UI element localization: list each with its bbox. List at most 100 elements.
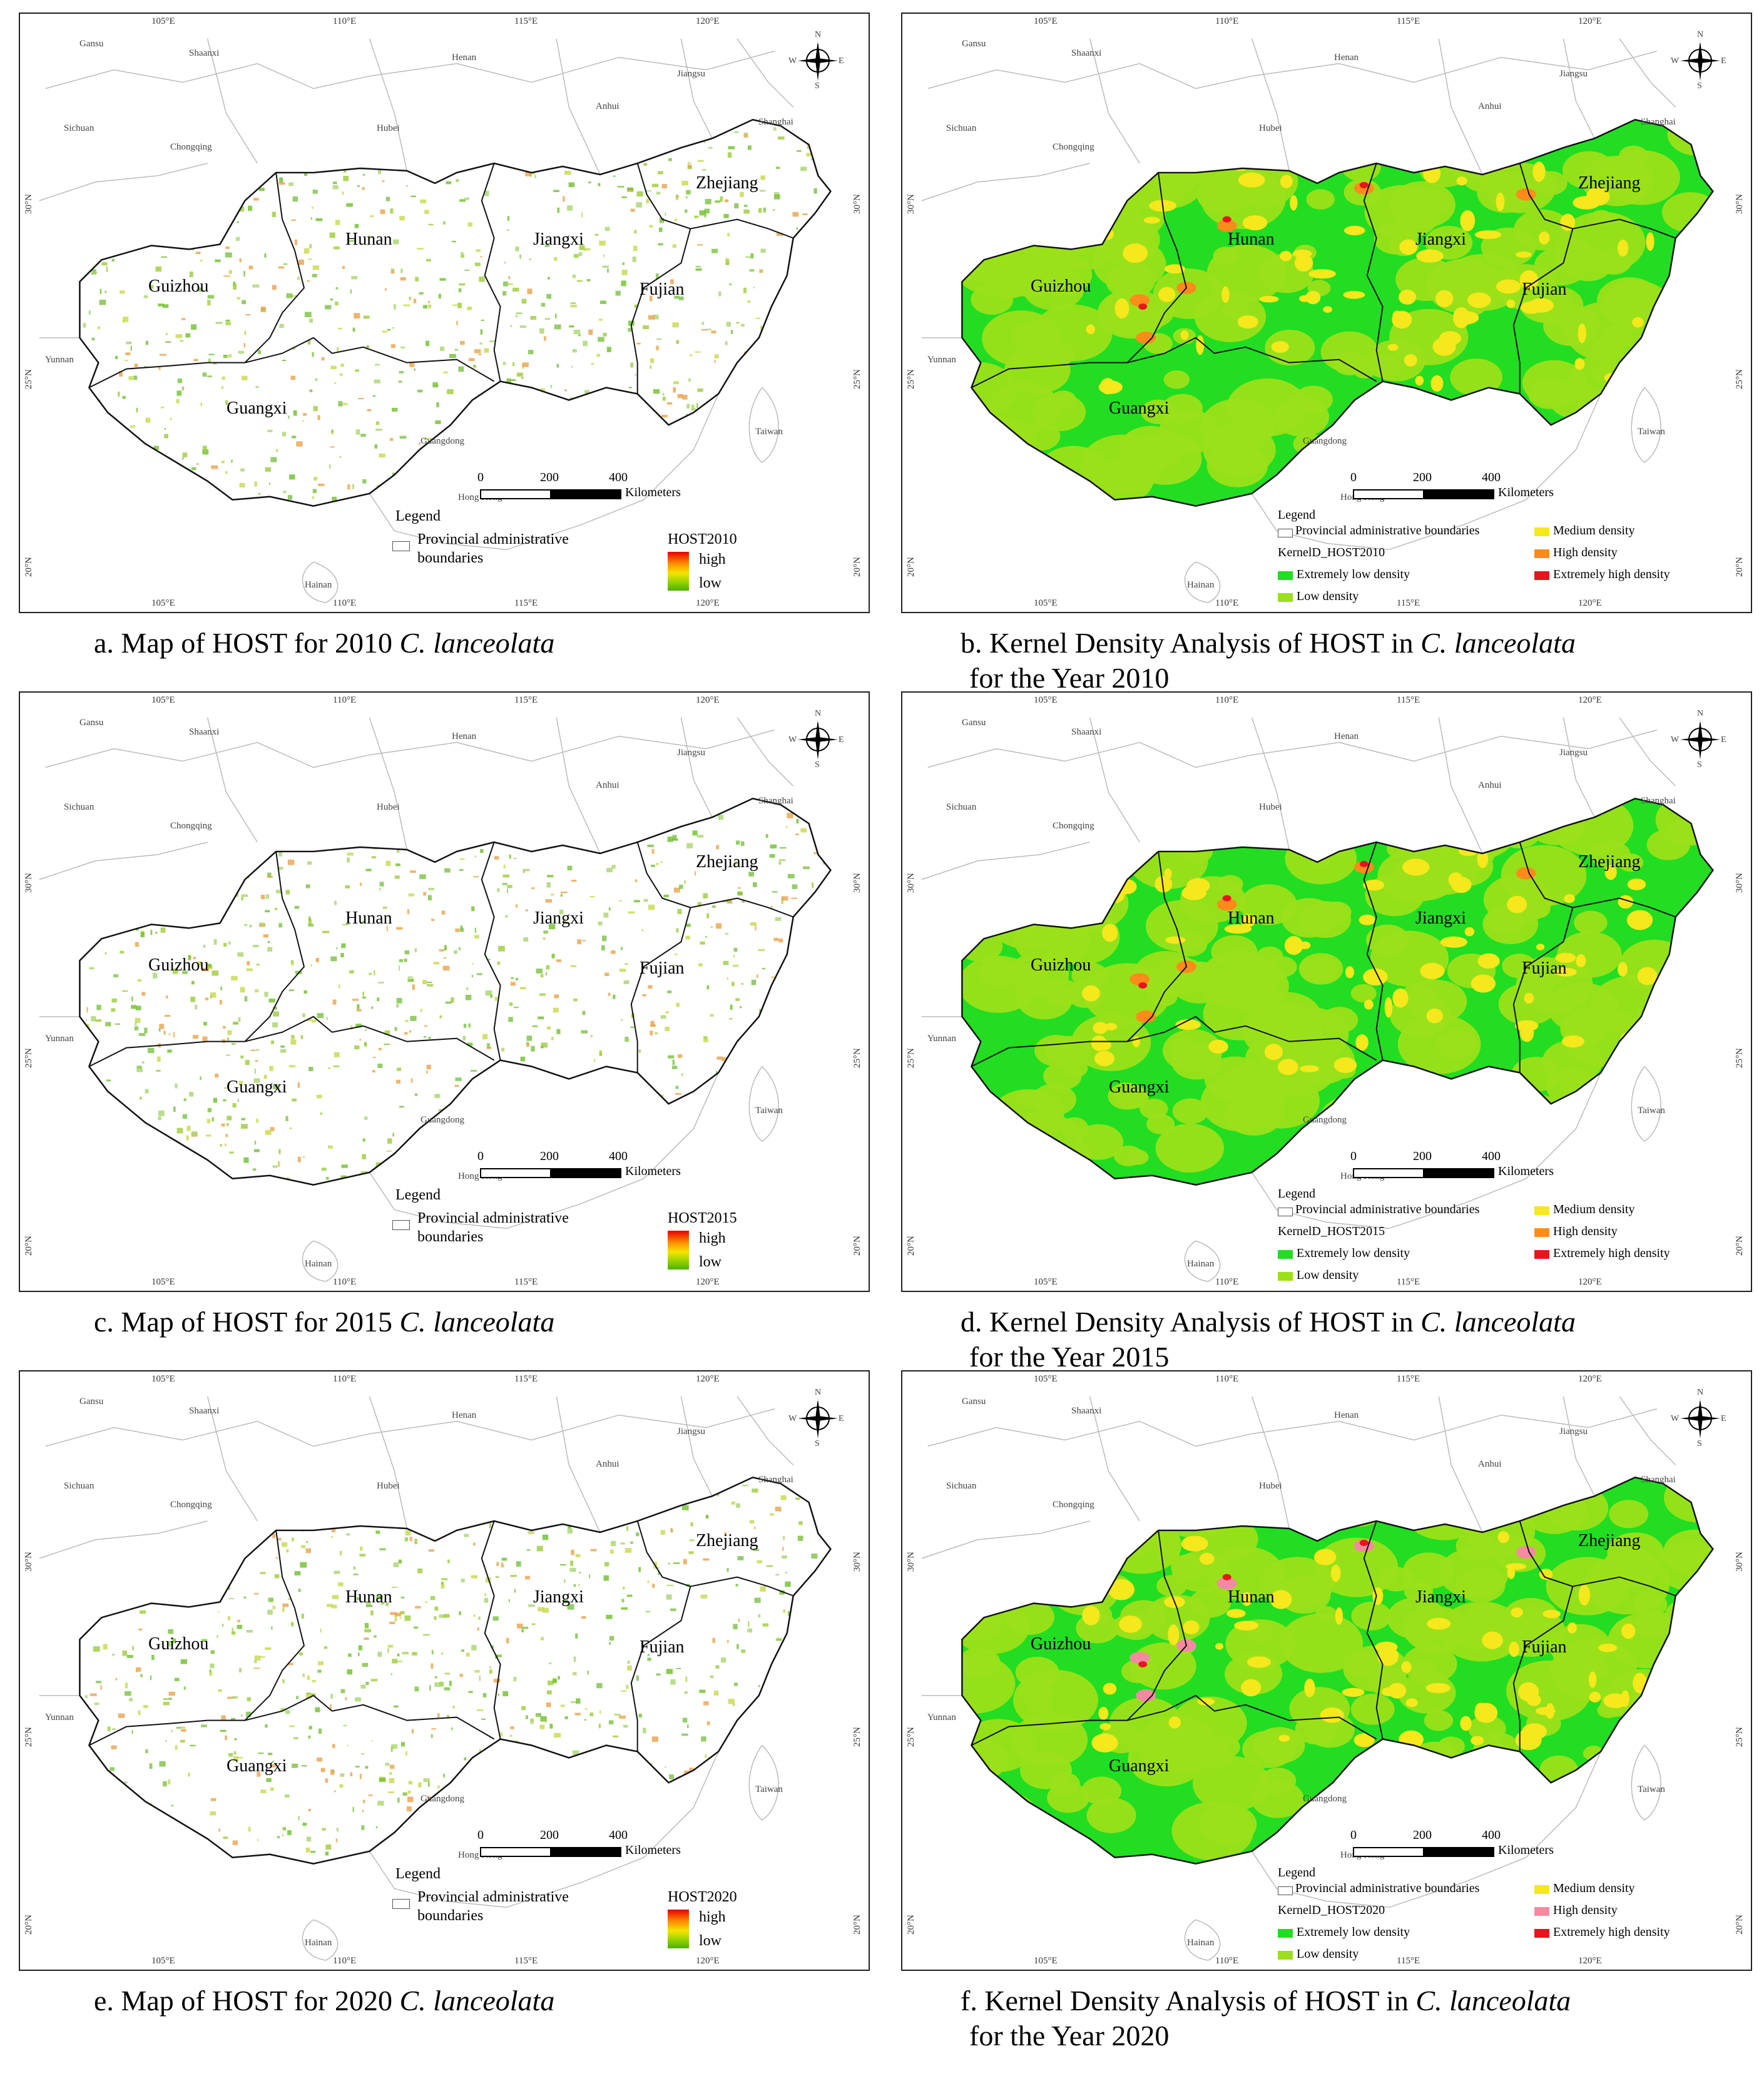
density-patch-medium (1143, 216, 1160, 224)
host-pixel-cluster (462, 158, 466, 162)
host-pixel-cluster (468, 358, 475, 362)
host-pixel-cluster (94, 1552, 97, 1555)
host-pixel-cluster (669, 808, 673, 812)
host-pixel-cluster (434, 1606, 439, 1611)
host-pixel-cluster (409, 870, 416, 873)
density-patch-medium (1399, 1730, 1424, 1749)
host-pixel-cluster (205, 1589, 210, 1594)
caption-species: C. lanceolata (1420, 1306, 1576, 1338)
host-pixel-cluster (400, 1166, 405, 1171)
host-pixel-cluster (333, 1066, 340, 1067)
host-pixel-cluster (347, 484, 350, 490)
host-pixel-cluster (174, 133, 178, 139)
host-pixel-cluster (525, 1715, 528, 1719)
host-pixel-cluster (528, 350, 534, 355)
host-pixel-cluster (359, 1039, 361, 1041)
host-pixel-cluster (802, 429, 808, 433)
host-pixel-cluster (527, 288, 533, 295)
host-pixel-cluster (227, 1030, 232, 1035)
host-pixel-cluster (382, 1504, 385, 1507)
host-pixel-cluster (548, 1681, 554, 1686)
host-pixel-cluster (330, 1704, 332, 1710)
host-pixel-cluster (626, 1594, 633, 1597)
density-patch-medium (1460, 1716, 1472, 1731)
host-pixel-cluster (390, 1168, 392, 1173)
host-pixel-cluster (120, 1829, 125, 1834)
density-patch-low (985, 263, 1034, 298)
host-pixel-cluster (686, 404, 690, 409)
density-patch-low (1350, 1693, 1395, 1725)
host-pixel-cluster (587, 1752, 593, 1755)
host-pixel-cluster (380, 1602, 384, 1605)
lon-tick-label: 115°E (1397, 1277, 1420, 1287)
host-pixel-cluster (434, 1676, 437, 1679)
host-pixel-cluster (489, 1666, 491, 1669)
host-pixel-cluster (633, 245, 638, 252)
host-pixel-cluster (257, 1532, 262, 1536)
host-pixel-cluster (140, 1610, 146, 1614)
host-pixel-cluster (472, 962, 474, 965)
host-pixel-cluster (785, 1138, 792, 1142)
host-pixel-cluster (497, 961, 501, 965)
host-pixel-cluster (405, 1158, 412, 1160)
host-pixel-cluster (480, 849, 484, 853)
host-pixel-cluster (599, 1129, 605, 1131)
host-pixel-cluster (322, 930, 330, 934)
host-pixel-cluster (291, 1034, 295, 1038)
host-pixel-cluster (382, 907, 387, 909)
density-class-swatch (1278, 593, 1293, 602)
host-pixel-cluster (268, 482, 270, 485)
host-pixel-cluster (158, 1029, 161, 1032)
host-pixel-cluster (742, 464, 743, 468)
host-pixel-cluster (134, 1176, 141, 1181)
host-pixel-cluster (603, 1512, 607, 1518)
host-pixel-cluster (600, 1776, 604, 1781)
host-pixel-cluster (531, 887, 535, 890)
host-pixel-cluster (122, 990, 128, 992)
host-pixel-cluster (539, 1137, 546, 1142)
host-pixel-cluster (587, 1671, 589, 1675)
host-pixel-cluster (659, 218, 665, 223)
host-pixel-cluster (531, 156, 536, 160)
host-pixel-cluster (287, 495, 293, 500)
lat-tick-label: 30°N (906, 873, 916, 893)
density-patch-medium (1637, 967, 1658, 985)
host-pixel-cluster (353, 1574, 359, 1575)
host-pixel-cluster (658, 171, 663, 175)
host-pixel-cluster (182, 1485, 186, 1488)
host-pixel-cluster (472, 366, 477, 369)
host-pixel-cluster (307, 280, 310, 282)
density-patch-medium (1617, 240, 1629, 257)
host-pixel-cluster (228, 1753, 233, 1757)
north-arrow-icon: N (1678, 39, 1722, 83)
host-pixel-cluster (407, 163, 410, 170)
host-pixel-cluster (541, 440, 549, 445)
host-pixel-cluster (548, 1662, 552, 1664)
host-pixel-cluster (265, 910, 270, 913)
host-pixel-cluster (757, 1704, 763, 1710)
host-pixel-cluster (646, 198, 650, 204)
host-pixel-cluster (590, 1549, 597, 1552)
host-pixel-cluster (523, 870, 525, 873)
host-pixel-cluster (723, 1848, 727, 1853)
host-pixel-cluster (739, 1749, 746, 1754)
host-pixel-cluster (462, 1772, 467, 1777)
study-area-outline (79, 118, 832, 507)
host-pixel-cluster (456, 179, 459, 182)
host-pixel-cluster (614, 146, 621, 150)
host-pixel-cluster (752, 1549, 759, 1551)
host-pixel-cluster (439, 949, 444, 952)
host-pixel-cluster (271, 1040, 275, 1044)
host-pixel-cluster (583, 340, 588, 347)
host-pixel-cluster (268, 998, 275, 1003)
provincial-boundary (481, 1520, 501, 1739)
host-pixel-cluster (494, 856, 499, 860)
density-patch-medium (1626, 910, 1653, 930)
host-pixel-cluster (207, 295, 215, 299)
host-pixel-cluster (158, 367, 161, 370)
host-pixel-cluster (269, 1066, 273, 1071)
host-pixel-cluster (765, 1061, 767, 1067)
lon-tick-label: 105°E (1034, 1277, 1058, 1287)
host-pixel-cluster (196, 463, 199, 465)
host-pixel-cluster (805, 1642, 809, 1644)
